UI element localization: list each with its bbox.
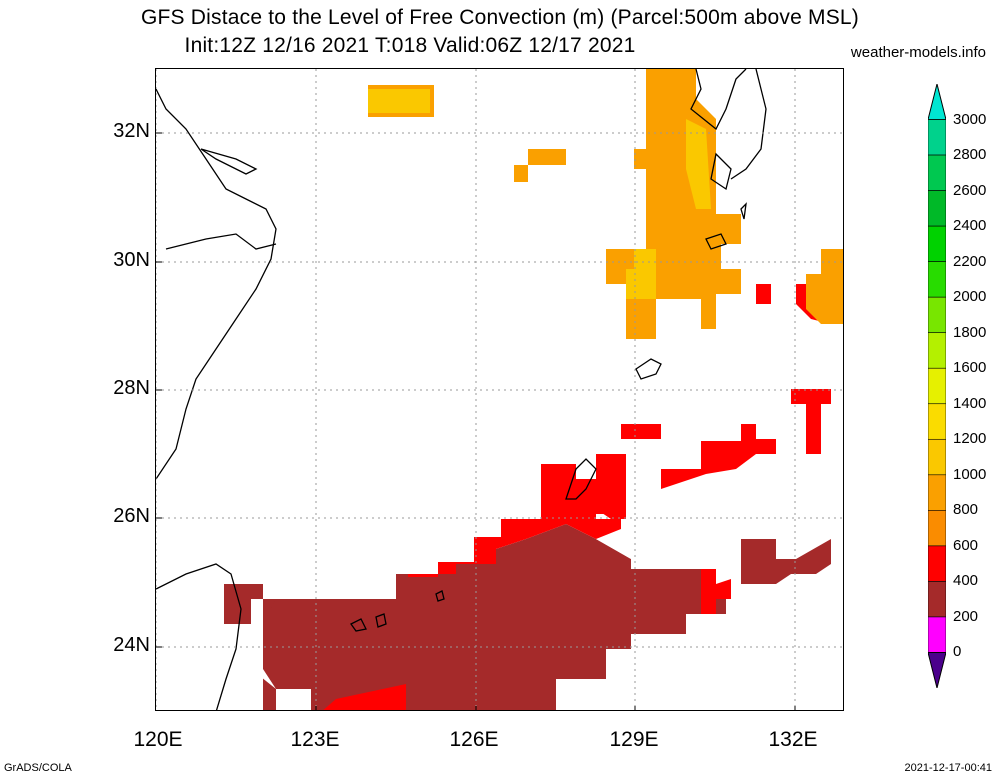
colorbar-segment <box>928 332 946 369</box>
colorbar-segment <box>928 261 946 298</box>
colorbar-tick-label: 2800 <box>953 146 987 164</box>
colorbar-segment <box>928 154 946 191</box>
colorbar-segment <box>928 581 946 618</box>
lat-label-26n: 26N <box>113 505 150 527</box>
map-grid <box>156 69 843 710</box>
credit-label: weather-models.info <box>850 44 986 61</box>
lat-label-32n: 32N <box>113 120 150 142</box>
footer-timestamp: 2021-12-17-00:41 <box>904 762 992 774</box>
colorbar-tick-label: 400 <box>953 572 979 590</box>
colorbar-segment <box>928 510 946 547</box>
chart-title: GFS Distace to the Level of Free Convect… <box>141 6 859 29</box>
colorbar-tick-label: 600 <box>953 536 979 554</box>
colorbar-segment <box>928 545 946 582</box>
colorbar-tick-label: 2200 <box>953 252 987 270</box>
colorbar-top-arrow <box>928 84 946 121</box>
lon-label-126e: 126E <box>449 728 499 751</box>
lat-label-30n: 30N <box>113 249 150 271</box>
colorbar-tick-label: 2600 <box>953 181 987 199</box>
colorbar-segment <box>928 367 946 405</box>
lfc-1000-region <box>368 69 843 339</box>
no-data-region <box>251 539 631 679</box>
colorbar-segment <box>928 225 946 262</box>
colorbar-tick-label: 200 <box>953 607 979 625</box>
map-canvas <box>156 69 843 710</box>
coastline <box>156 69 767 710</box>
lon-label-123e: 123E <box>290 728 340 751</box>
colorbar-tick-label: 800 <box>953 501 979 519</box>
colorbar-tick-label: 0 <box>953 643 962 661</box>
colorbar-tick-label: 1800 <box>953 323 987 341</box>
colorbar <box>928 84 946 688</box>
lon-label-132e: 132E <box>768 728 818 751</box>
footer-software-label: GrADS/COLA <box>4 762 72 774</box>
colorbar-segment <box>928 616 946 653</box>
lon-label-120e: 120E <box>133 728 183 751</box>
lon-label-129e: 129E <box>609 728 659 751</box>
colorbar-segment <box>928 403 946 440</box>
colorbar-bottom-arrow <box>928 651 946 688</box>
colorbar-segment <box>928 190 946 227</box>
lfc-400-region <box>224 524 831 710</box>
colorbar-segment <box>928 119 946 156</box>
colorbar-tick-label: 1200 <box>953 430 987 448</box>
lfc-800-region <box>368 89 711 299</box>
colorbar-tick-label: 1400 <box>953 394 987 412</box>
chart-subtitle: Init:12Z 12/16 2021 T:018 Valid:06Z 12/1… <box>184 34 636 57</box>
colorbar-tick-label: 2000 <box>953 288 987 306</box>
lat-label-28n: 28N <box>113 377 150 399</box>
map-panel <box>155 68 844 711</box>
colorbar-tick-label: 2400 <box>953 217 987 235</box>
colorbar-segment <box>928 474 946 511</box>
colorbar-tick-label: 1600 <box>953 359 987 377</box>
lat-label-24n: 24N <box>113 634 150 656</box>
colorbar-tick-label: 3000 <box>953 110 987 128</box>
colorbar-segment <box>928 438 946 476</box>
colorbar-segment <box>928 296 946 334</box>
colorbar-tick-label: 1000 <box>953 465 987 483</box>
